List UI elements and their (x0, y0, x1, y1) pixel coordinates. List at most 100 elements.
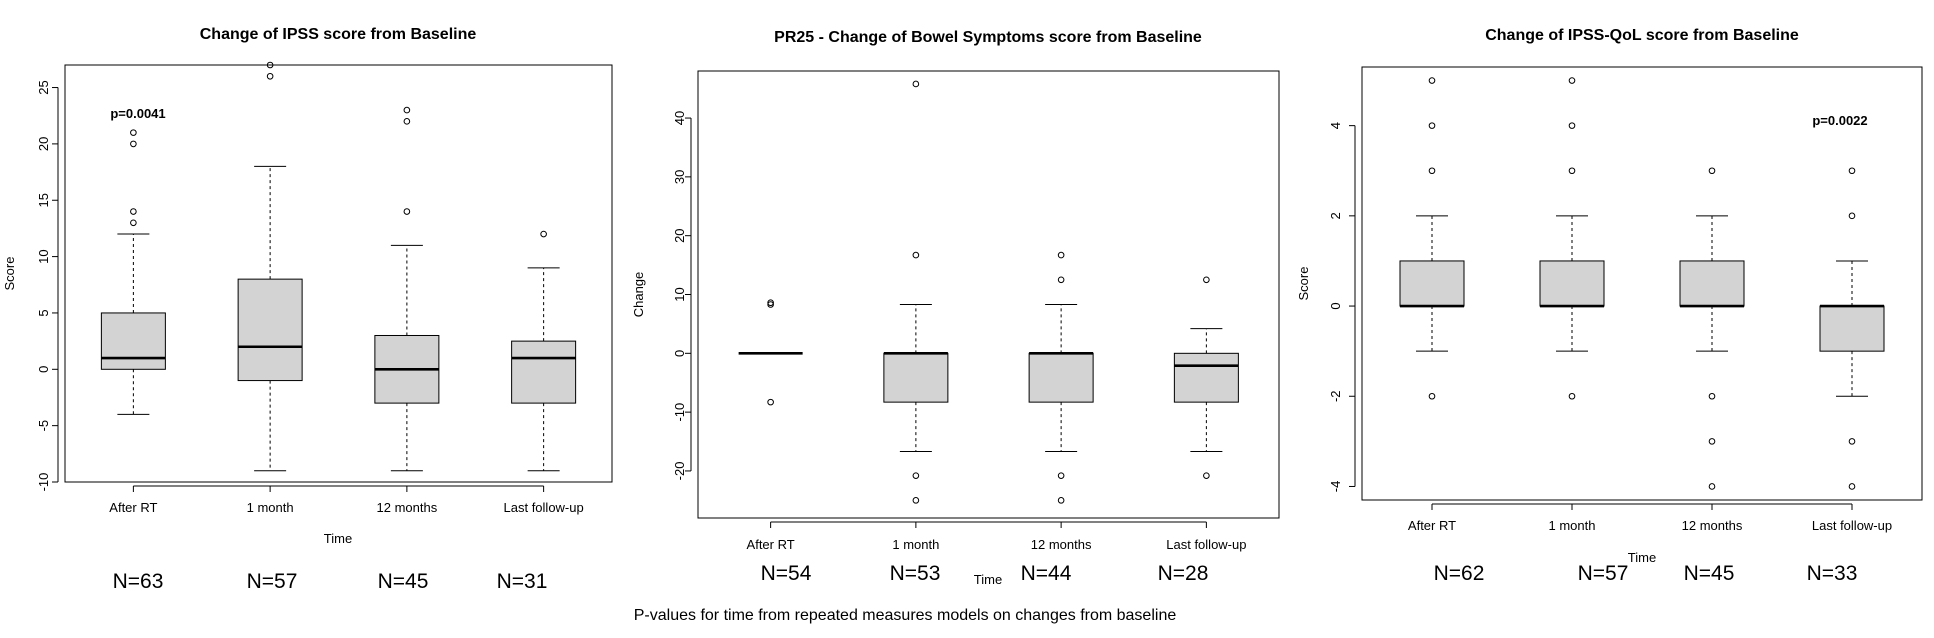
outlier-point (1428, 77, 1436, 84)
outlier-point (540, 230, 547, 238)
outlier-point (403, 208, 411, 215)
n-count-label: N=63 (113, 570, 164, 593)
chart-panel-2: PR25 - Change of Bowel Symptoms score fr… (631, 29, 1280, 587)
outlier-point (1057, 472, 1065, 479)
outlier-point (1428, 122, 1436, 129)
outlier-point (1057, 497, 1065, 504)
n-count-label: N=45 (378, 570, 429, 593)
outlier-point (1708, 438, 1716, 445)
outlier-point (1708, 392, 1716, 400)
n-count-label: N=31 (497, 570, 548, 593)
y-tick-label: -5 (36, 420, 51, 432)
box-3 (374, 106, 440, 472)
outlier-point (1203, 472, 1210, 479)
x-tick-label: 12 months (1031, 537, 1092, 552)
outlier-point (1848, 167, 1856, 175)
x-tick-label: 12 months (377, 500, 438, 515)
box-body (237, 278, 303, 382)
x-tick-label: After RT (1408, 518, 1456, 533)
x-tick-label: 1 month (247, 500, 294, 515)
y-tick-label: 0 (36, 366, 51, 373)
x-tick-label: 1 month (892, 537, 939, 552)
outlier-point (1848, 483, 1856, 490)
box-4 (1819, 167, 1885, 490)
y-tick-label: 40 (672, 111, 687, 125)
box-3 (1028, 251, 1094, 504)
n-count-label: N=33 (1807, 562, 1858, 585)
y-tick-label: 25 (36, 80, 51, 94)
box-2 (883, 80, 949, 504)
y-tick-label: 10 (36, 249, 51, 263)
outlier-point (1057, 276, 1065, 284)
box-4 (1173, 276, 1239, 479)
y-tick-label: 15 (36, 193, 51, 207)
outlier-point (1568, 77, 1576, 84)
n-count-label: N=62 (1434, 562, 1485, 585)
outlier-point (1568, 392, 1576, 400)
box-body (511, 340, 577, 404)
outlier-point (1203, 276, 1210, 284)
outlier-point (130, 219, 137, 227)
box-1 (738, 299, 803, 406)
outlier-point (767, 299, 774, 307)
x-axis-label: Time (974, 572, 1002, 587)
outlier-point (403, 118, 411, 125)
y-tick-label: 5 (36, 309, 51, 316)
outlier-point (767, 398, 774, 406)
outlier-point (1708, 167, 1716, 175)
y-tick-label: 20 (672, 228, 687, 242)
y-axis-label: Score (1296, 267, 1311, 301)
chart-panel-1: Change of IPSS score from Baseline -10 -5 0… (2, 26, 613, 593)
n-count-label: N=54 (761, 562, 812, 585)
x-tick-label: 1 month (1549, 518, 1596, 533)
p-value-annotation: p=0.0022 (1812, 113, 1867, 128)
box-body (1399, 260, 1465, 307)
y-tick-label: -20 (672, 462, 687, 481)
box-body (100, 312, 166, 370)
outlier-point (130, 208, 137, 215)
box-body (1679, 260, 1745, 307)
outlier-point (1428, 167, 1436, 175)
box-3 (1679, 167, 1745, 490)
chart-title: Change of IPSS-QoL score from Baseline (1485, 27, 1799, 44)
outlier-point (1848, 438, 1856, 445)
outlier-point (912, 251, 920, 259)
plot-frame (697, 70, 1280, 519)
chart-panel-3: Change of IPSS-QoL score from Baseline -4… (1296, 27, 1923, 585)
x-axis-label: Time (324, 531, 352, 546)
n-count-label: N=57 (247, 570, 298, 593)
x-tick-label: Last follow-up (1812, 518, 1892, 533)
outlier-point (1428, 392, 1436, 400)
y-tick-label: -10 (672, 403, 687, 422)
box-body (1819, 305, 1885, 352)
y-tick-label: -10 (36, 473, 51, 492)
box-body (1173, 352, 1239, 403)
box-body (1539, 260, 1605, 307)
box-1 (100, 129, 166, 415)
outlier-point (1568, 167, 1576, 175)
x-axis-label: Time (1628, 550, 1656, 565)
y-tick-label: 4 (1328, 122, 1343, 129)
plot-frame (1361, 66, 1923, 501)
y-tick-label: 10 (672, 287, 687, 301)
outlier-point (266, 61, 274, 69)
box-4 (511, 230, 577, 472)
x-tick-label: Last follow-up (1166, 537, 1246, 552)
chart-title: Change of IPSS score from Baseline (200, 26, 477, 43)
outlier-point (403, 106, 411, 114)
outlier-point (912, 472, 920, 479)
outlier-point (912, 80, 920, 88)
y-tick-label: 20 (36, 137, 51, 151)
box-body (883, 352, 949, 403)
outlier-point (1568, 122, 1576, 129)
outlier-point (1848, 212, 1856, 220)
n-count-label: N=44 (1021, 562, 1072, 585)
y-axis-label: Score (2, 257, 17, 291)
n-count-label: N=28 (1158, 562, 1209, 585)
x-tick-label: 12 months (1682, 518, 1743, 533)
y-tick-label: -4 (1328, 481, 1343, 493)
outlier-point (912, 497, 920, 504)
box-2 (237, 61, 303, 472)
outlier-point (130, 140, 137, 148)
outlier-point (767, 301, 774, 308)
